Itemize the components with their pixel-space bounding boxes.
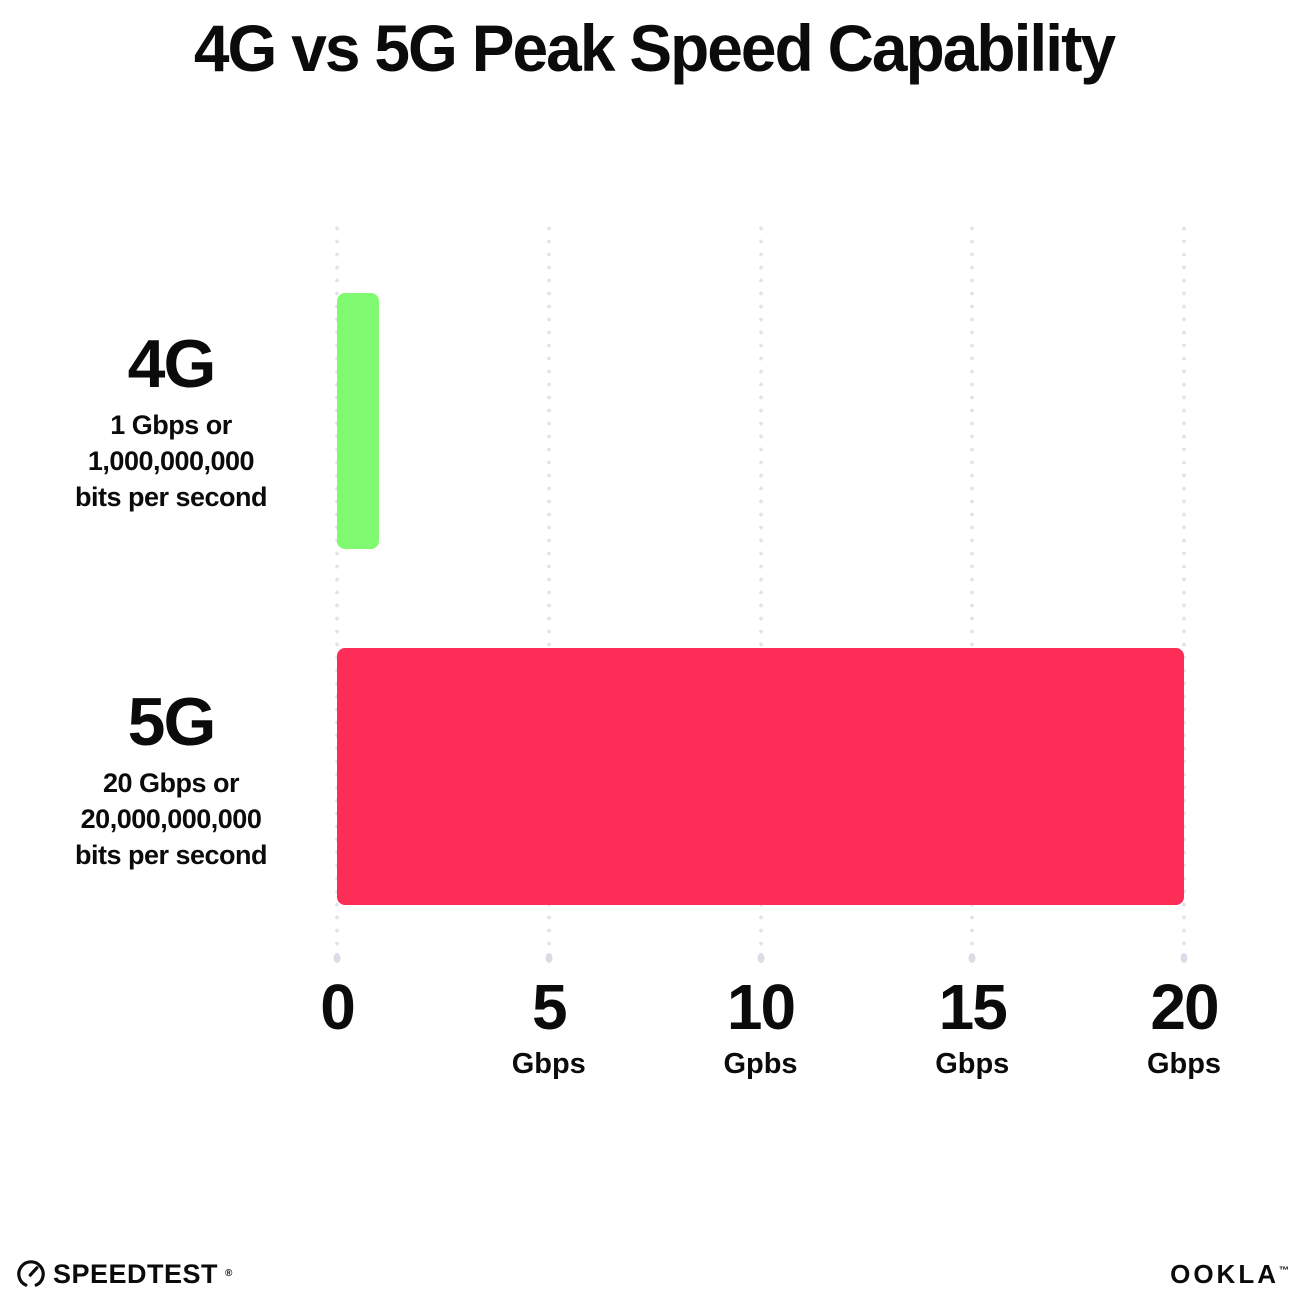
tick-number: 5 — [531, 971, 568, 1043]
description-line: bits per second — [74, 840, 268, 870]
ookla-wordmark: OOKLA — [1170, 1258, 1279, 1289]
footer: SPEEDTEST ® OOKLA™ — [16, 1252, 1292, 1296]
tick-unit: Gbps — [1146, 1048, 1222, 1080]
gridline-10 — [758, 222, 763, 958]
bar-4g — [337, 293, 380, 549]
chart-title: 4G vs 5G Peak Speed Capability — [193, 11, 1116, 85]
x-axis: 0 5 Gbps 10 Gpbs 15 Gbps 20 Gbps — [320, 975, 1221, 1105]
x-tick-5: 5 Gbps — [512, 975, 586, 1079]
tick-number: 0 — [320, 971, 356, 1043]
x-tick-10: 10 Gpbs — [723, 975, 797, 1079]
x-tick-15: 15 Gbps — [935, 975, 1009, 1079]
gridline-15 — [970, 222, 975, 958]
tick-unit: Gbps — [511, 1048, 586, 1080]
category-description: 20 Gbps or 20,000,000,000 bits per secon… — [28, 765, 314, 873]
category-name: 5G — [127, 684, 217, 760]
category-description: 1 Gbps or 1,000,000,000 bits per second — [28, 407, 314, 515]
description-line: 1,000,000,000 — [87, 446, 255, 476]
description-line: 20 Gbps or — [102, 768, 240, 798]
x-tick-20: 20 Gbps — [1147, 975, 1221, 1079]
tick-unit: Gpbs — [723, 1048, 798, 1080]
bar-5g — [337, 648, 1184, 905]
gridline-0 — [335, 222, 339, 958]
tick-number: 15 — [938, 971, 1008, 1043]
ookla-logo: OOKLA™ — [1170, 1259, 1292, 1290]
x-tick-0: 0 — [320, 971, 356, 1049]
trademark-symbol: ™ — [1279, 1264, 1292, 1276]
tick-unit: Gbps — [935, 1048, 1010, 1080]
description-line: bits per second — [74, 482, 268, 512]
plot-area — [335, 222, 1186, 958]
speedtest-logo: SPEEDTEST ® — [16, 1259, 233, 1290]
speedtest-wordmark: SPEEDTEST — [53, 1258, 219, 1289]
gridline-5 — [546, 222, 551, 958]
tick-number: 10 — [726, 971, 796, 1043]
row-label-5g: 5G 20 Gbps or 20,000,000,000 bits per se… — [28, 688, 314, 873]
description-line: 1 Gbps or — [110, 410, 232, 440]
gridline-20 — [1182, 222, 1186, 958]
tick-number: 20 — [1150, 971, 1219, 1043]
row-label-4g: 4G 1 Gbps or 1,000,000,000 bits per seco… — [28, 330, 314, 515]
category-name: 4G — [127, 326, 217, 402]
speedometer-gauge-icon — [17, 1260, 45, 1287]
description-line: 20,000,000,000 — [80, 804, 262, 834]
